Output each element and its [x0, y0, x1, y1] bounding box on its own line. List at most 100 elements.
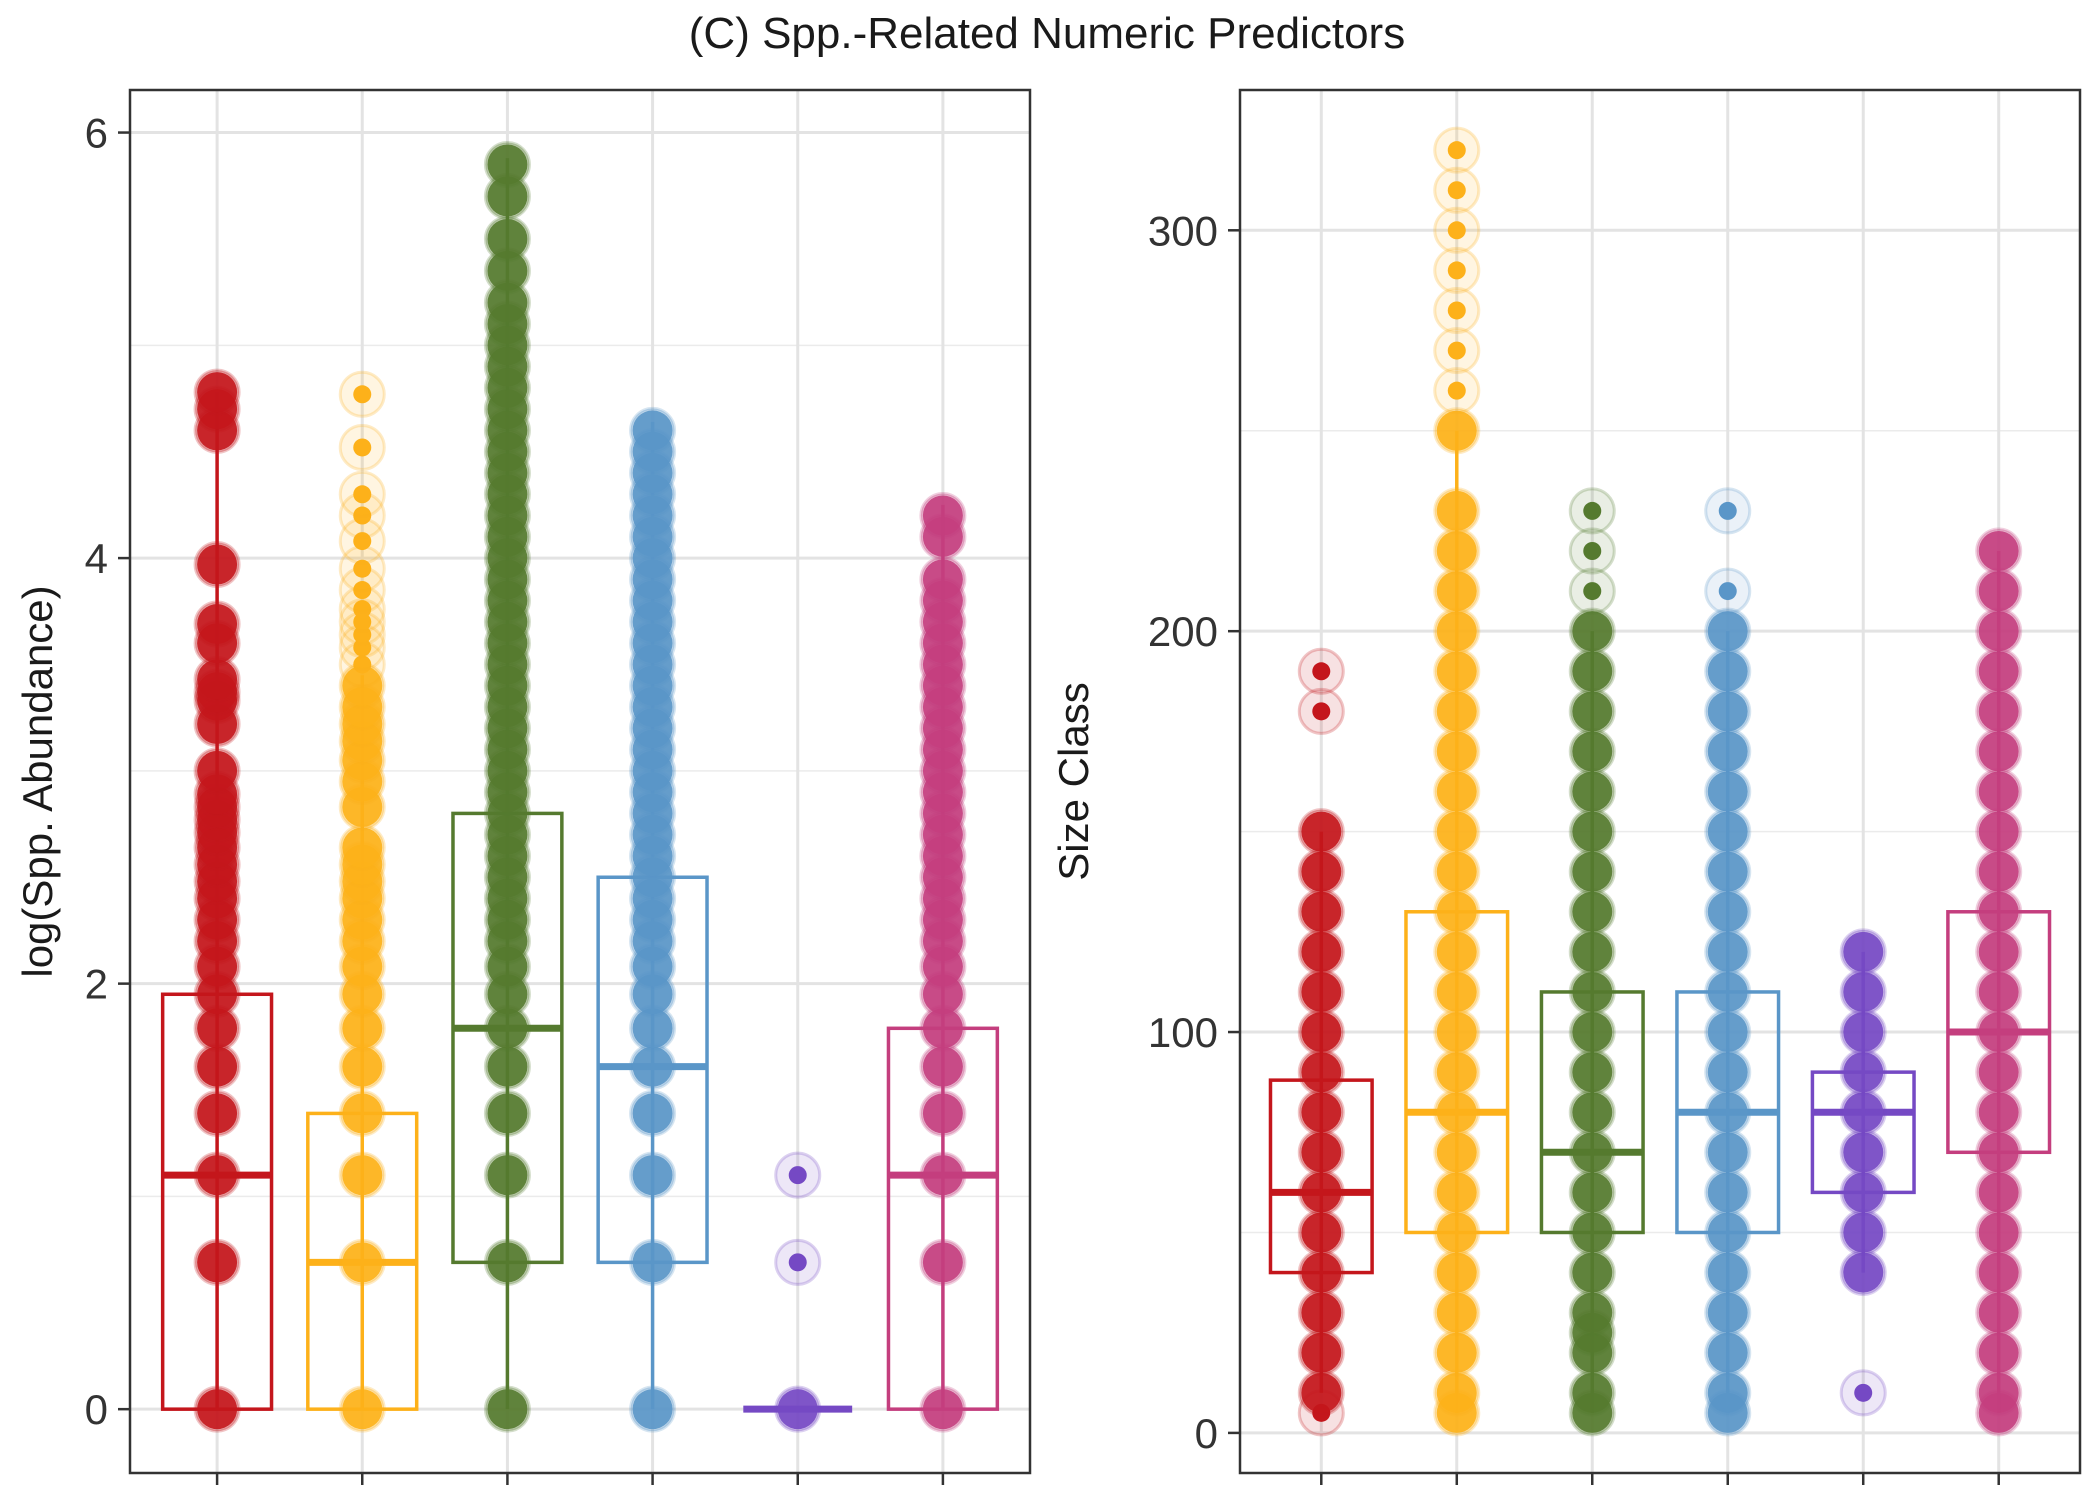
point	[1447, 261, 1466, 280]
point	[1572, 971, 1613, 1012]
point	[342, 1008, 383, 1049]
point	[342, 1389, 383, 1430]
point	[1707, 651, 1748, 692]
point	[1843, 1212, 1884, 1253]
point	[1718, 582, 1737, 601]
point	[197, 1008, 238, 1049]
point	[1843, 1252, 1884, 1293]
point	[1843, 931, 1884, 972]
point	[197, 659, 238, 700]
point	[487, 218, 528, 259]
point	[1436, 611, 1477, 652]
point	[1978, 771, 2019, 812]
point	[1447, 221, 1466, 240]
point	[342, 665, 383, 706]
point	[1301, 891, 1342, 932]
point	[353, 485, 372, 504]
point	[1707, 611, 1748, 652]
point	[1572, 1172, 1613, 1213]
point	[487, 1389, 528, 1430]
point	[197, 604, 238, 645]
point	[1436, 1372, 1477, 1413]
point	[1436, 1092, 1477, 1133]
point	[1301, 1372, 1342, 1413]
box-series-1	[1268, 647, 1374, 1437]
point	[487, 250, 528, 291]
point	[1978, 1012, 2019, 1053]
point	[353, 655, 372, 674]
y-tick-label: 4	[85, 535, 108, 582]
point	[1978, 931, 2019, 972]
point	[1707, 1012, 1748, 1053]
point	[1436, 1252, 1477, 1293]
point	[1447, 301, 1466, 320]
y-tick-label: 100	[1148, 1009, 1218, 1056]
point	[353, 385, 372, 404]
panel-border	[128, 88, 1032, 1475]
point	[353, 581, 372, 600]
point	[788, 1166, 807, 1185]
point	[1978, 971, 2019, 1012]
point	[632, 974, 673, 1015]
point	[1436, 531, 1477, 571]
point	[1572, 771, 1613, 812]
point	[1447, 141, 1466, 160]
point	[487, 1155, 528, 1196]
point	[922, 495, 963, 536]
point	[1707, 1372, 1748, 1413]
point	[197, 544, 238, 585]
point	[197, 1155, 238, 1196]
point	[1707, 1172, 1748, 1213]
point	[197, 750, 238, 791]
point	[342, 974, 383, 1015]
point	[1978, 811, 2019, 852]
point	[353, 625, 372, 644]
point	[1436, 651, 1477, 692]
point	[487, 282, 528, 323]
point	[1301, 1332, 1342, 1373]
point	[1436, 1292, 1477, 1333]
point	[1572, 1212, 1613, 1253]
point	[632, 1046, 673, 1087]
point	[1707, 1132, 1748, 1173]
point	[1436, 891, 1477, 932]
point	[1436, 851, 1477, 892]
point	[1301, 1052, 1342, 1093]
point	[353, 559, 372, 578]
point	[1707, 891, 1748, 932]
point	[1707, 931, 1748, 972]
point	[632, 410, 673, 451]
point	[1436, 1012, 1477, 1053]
point	[1436, 1172, 1477, 1213]
point	[1301, 1212, 1342, 1253]
point	[342, 1242, 383, 1283]
point	[1707, 811, 1748, 852]
y-tick-label: 6	[85, 110, 108, 157]
box-series-3	[451, 140, 564, 1433]
point	[353, 612, 372, 631]
point	[197, 372, 238, 413]
point	[1572, 1292, 1613, 1333]
point	[1436, 410, 1477, 451]
point	[1572, 651, 1613, 692]
point	[1301, 1092, 1342, 1133]
point	[1436, 731, 1477, 772]
point	[1436, 1052, 1477, 1093]
point	[1707, 1052, 1748, 1093]
point	[342, 1046, 383, 1087]
y-tick-label: 2	[85, 961, 108, 1008]
point	[197, 1242, 238, 1283]
point	[1978, 1052, 2019, 1093]
point	[922, 974, 963, 1015]
point	[197, 1389, 238, 1430]
point	[632, 1008, 673, 1049]
point	[1707, 1252, 1748, 1293]
point	[487, 144, 528, 185]
box-series-4	[596, 406, 709, 1433]
point	[788, 1253, 807, 1272]
point	[342, 1155, 383, 1196]
point	[1436, 571, 1477, 612]
point	[1447, 181, 1466, 200]
point	[1843, 1092, 1884, 1133]
point	[353, 532, 372, 551]
